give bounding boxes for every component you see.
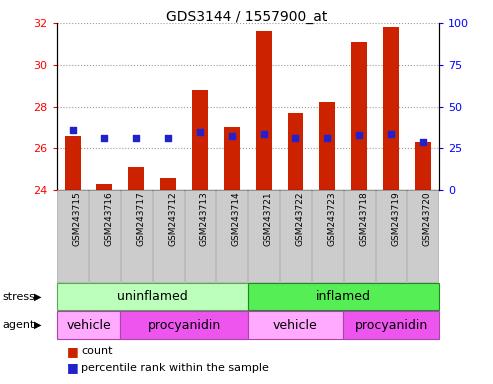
Text: count: count xyxy=(81,346,113,356)
Bar xyxy=(383,27,399,190)
Bar xyxy=(351,42,367,190)
Text: GSM243719: GSM243719 xyxy=(391,191,400,246)
Point xyxy=(355,132,363,138)
Point xyxy=(196,129,204,135)
Text: ▶: ▶ xyxy=(34,291,41,302)
Text: GSM243718: GSM243718 xyxy=(359,191,368,246)
Text: uninflamed: uninflamed xyxy=(117,290,188,303)
Point xyxy=(69,126,76,132)
Point xyxy=(164,135,172,141)
Bar xyxy=(224,127,240,190)
Text: GSM243717: GSM243717 xyxy=(136,191,145,246)
Text: GSM243721: GSM243721 xyxy=(264,191,273,246)
Text: percentile rank within the sample: percentile rank within the sample xyxy=(81,363,269,373)
Point xyxy=(387,131,395,137)
Text: GSM243722: GSM243722 xyxy=(295,191,305,246)
Text: ■: ■ xyxy=(67,345,78,358)
Text: GSM243716: GSM243716 xyxy=(105,191,113,246)
Point xyxy=(228,133,236,139)
Text: GDS3144 / 1557900_at: GDS3144 / 1557900_at xyxy=(166,10,327,23)
Text: ▶: ▶ xyxy=(34,320,41,330)
Text: inflamed: inflamed xyxy=(316,290,371,303)
Bar xyxy=(160,177,176,190)
Bar xyxy=(319,103,335,190)
Point xyxy=(291,135,299,141)
Text: agent: agent xyxy=(2,320,35,330)
Text: GSM243715: GSM243715 xyxy=(72,191,82,246)
Text: stress: stress xyxy=(2,291,35,302)
Text: GSM243720: GSM243720 xyxy=(423,191,432,246)
Text: GSM243714: GSM243714 xyxy=(232,191,241,246)
Text: ■: ■ xyxy=(67,361,78,374)
Point xyxy=(260,131,268,137)
Text: vehicle: vehicle xyxy=(273,319,318,331)
Bar xyxy=(415,142,431,190)
Point xyxy=(101,135,108,141)
Text: procyanidin: procyanidin xyxy=(147,319,221,331)
Text: vehicle: vehicle xyxy=(66,319,111,331)
Point xyxy=(419,139,427,145)
Text: GSM243712: GSM243712 xyxy=(168,191,177,246)
Text: GSM243713: GSM243713 xyxy=(200,191,209,246)
Bar xyxy=(65,136,80,190)
Bar xyxy=(192,90,208,190)
Bar xyxy=(256,31,272,190)
Point xyxy=(323,135,331,141)
Bar xyxy=(128,167,144,190)
Bar xyxy=(287,113,304,190)
Text: procyanidin: procyanidin xyxy=(354,319,427,331)
Point xyxy=(132,135,140,141)
Bar xyxy=(97,184,112,190)
Text: GSM243723: GSM243723 xyxy=(327,191,336,246)
